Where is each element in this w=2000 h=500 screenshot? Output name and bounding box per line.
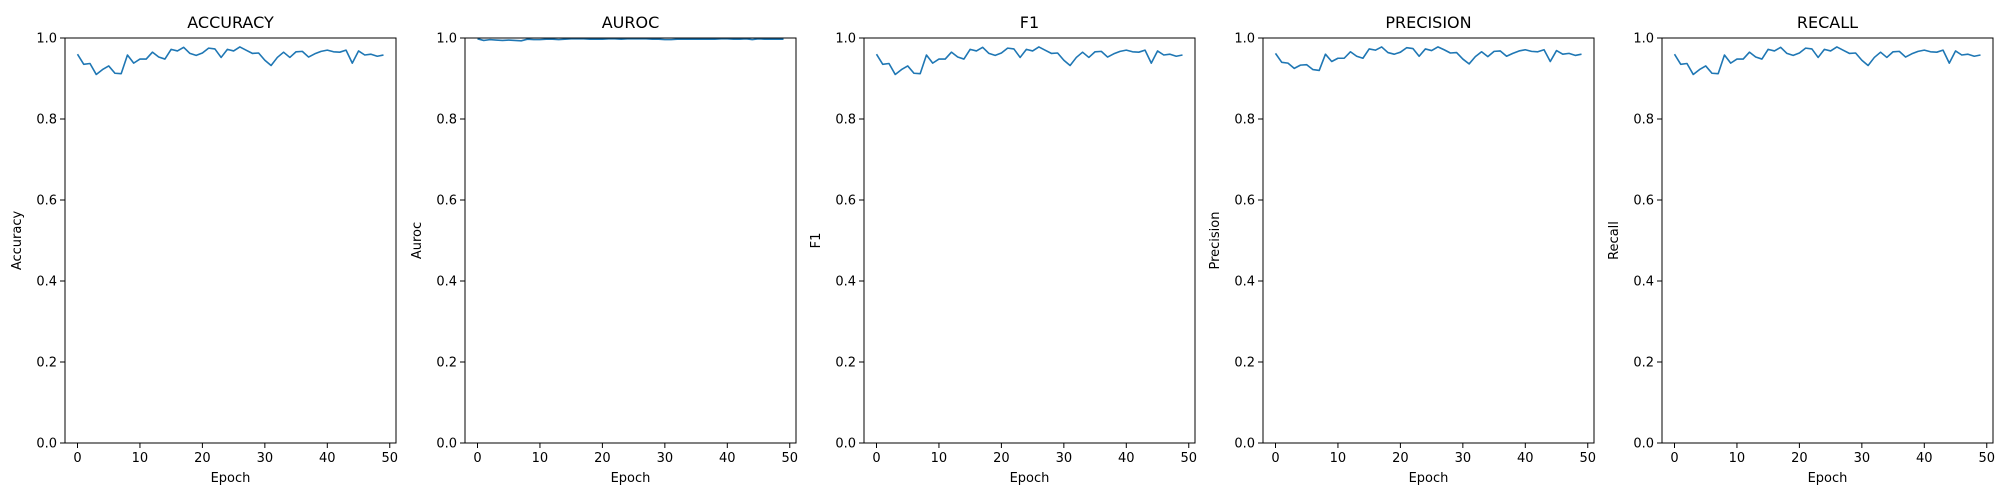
precision-xtick-label: 30	[1455, 451, 1472, 466]
auroc-series-line	[477, 38, 784, 42]
precision-plot-frame	[1262, 37, 1595, 444]
accuracy-ytick-label: 0.4	[36, 275, 57, 290]
panel-precision: 0.0 0.2 0.4 0.6 0.8 1.0 0 10 20 30 40 50 PRECISION Ep…	[1208, 13, 1596, 486]
recall-chart-title: RECALL	[1797, 13, 1858, 32]
accuracy-ytick-label: 0.0	[36, 437, 57, 452]
precision-xtick-label: 10	[1330, 451, 1347, 466]
recall-xtick-label: 10	[1729, 451, 1746, 466]
recall-xtick-label: 20	[1791, 451, 1808, 466]
accuracy-y-axis-label: Accuracy	[10, 211, 25, 271]
auroc-ytick-label: 0.6	[436, 194, 457, 209]
accuracy-ytick-label: 0.8	[36, 113, 57, 128]
precision-xtick-label: 40	[1517, 451, 1534, 466]
auroc-xtick-label: 40	[719, 451, 736, 466]
precision-xtick-label: 20	[1392, 451, 1409, 466]
recall-ytick-label: 0.0	[1633, 437, 1654, 452]
f1-plot-frame	[863, 37, 1196, 444]
recall-ytick-label: 0.6	[1633, 194, 1654, 209]
auroc-ytick-label: 0.0	[436, 437, 457, 452]
accuracy-xtick-label: 40	[319, 451, 336, 466]
recall-ytick-label: 1.0	[1633, 32, 1654, 47]
accuracy-xtick-label: 30	[257, 451, 274, 466]
f1-ytick-label: 0.2	[835, 356, 856, 371]
f1-xtick-label: 20	[993, 451, 1010, 466]
precision-ytick-label: 0.6	[1234, 194, 1255, 209]
recall-series-line	[1673, 46, 1981, 76]
auroc-x-axis-label: Epoch	[611, 471, 651, 486]
f1-y-axis-label: F1	[809, 233, 824, 249]
f1-ytick-label: 0.8	[835, 113, 856, 128]
f1-ytick-label: 0.6	[835, 194, 856, 209]
panel-f1: 0.0 0.2 0.4 0.6 0.8 1.0 0 10 20 30 40 50 F1 Epoch F1	[809, 13, 1197, 486]
auroc-xtick-label: 30	[657, 451, 674, 466]
f1-x-axis-label: Epoch	[1010, 471, 1050, 486]
accuracy-xtick-label: 0	[73, 451, 81, 466]
recall-plot-frame	[1661, 37, 1994, 444]
f1-ytick-label: 1.0	[835, 32, 856, 47]
accuracy-ytick-label: 0.6	[36, 194, 57, 209]
accuracy-x-axis-label: Epoch	[211, 471, 251, 486]
recall-xtick-label: 50	[1978, 451, 1995, 466]
accuracy-chart-title: ACCURACY	[187, 13, 274, 32]
precision-xtick-label: 50	[1579, 451, 1596, 466]
accuracy-ytick-label: 0.2	[36, 356, 57, 371]
accuracy-xtick-label: 10	[132, 451, 149, 466]
auroc-chart-title: AUROC	[602, 13, 660, 32]
f1-series-line	[875, 46, 1183, 76]
recall-y-axis-label: Recall	[1607, 221, 1622, 260]
panel-accuracy: 0.0 0.2 0.4 0.6 0.8 1.0 0 10 20 30 40 50 ACCURACY Epo…	[10, 13, 398, 486]
auroc-xtick-label: 20	[594, 451, 611, 466]
precision-y-axis-label: Precision	[1208, 211, 1223, 269]
accuracy-ytick-label: 1.0	[36, 32, 57, 47]
precision-ytick-label: 0.0	[1234, 437, 1255, 452]
f1-xtick-label: 10	[931, 451, 948, 466]
auroc-ytick-label: 0.8	[436, 113, 457, 128]
precision-chart-title: PRECISION	[1385, 13, 1471, 32]
precision-x-axis-label: Epoch	[1409, 471, 1449, 486]
auroc-ytick-label: 0.2	[436, 356, 457, 371]
recall-ytick-label: 0.8	[1633, 113, 1654, 128]
auroc-ytick-label: 1.0	[436, 32, 457, 47]
f1-ytick-label: 0.0	[835, 437, 856, 452]
recall-ytick-label: 0.4	[1633, 275, 1654, 290]
precision-ytick-label: 0.2	[1234, 356, 1255, 371]
f1-chart-title: F1	[1020, 13, 1039, 32]
auroc-ytick-label: 0.4	[436, 275, 457, 290]
auroc-y-axis-label: Auroc	[410, 222, 425, 259]
panel-recall: 0.0 0.2 0.4 0.6 0.8 1.0 0 10 20 30 40 50 RECALL Epoch…	[1607, 13, 1995, 486]
f1-xtick-label: 50	[1180, 451, 1197, 466]
accuracy-series-line	[76, 46, 384, 76]
recall-xtick-label: 40	[1916, 451, 1933, 466]
auroc-plot-frame	[464, 37, 797, 444]
f1-xtick-label: 0	[872, 451, 880, 466]
f1-ytick-label: 0.4	[835, 275, 856, 290]
accuracy-plot-frame	[64, 37, 397, 444]
precision-ytick-label: 0.8	[1234, 113, 1255, 128]
panel-auroc: 0.0 0.2 0.4 0.6 0.8 1.0 0 10 20 30 40 50 AUROC Epoch A…	[410, 13, 798, 486]
accuracy-xtick-label: 20	[194, 451, 211, 466]
f1-xtick-label: 30	[1056, 451, 1073, 466]
f1-xtick-label: 40	[1118, 451, 1135, 466]
precision-xtick-label: 0	[1271, 451, 1279, 466]
precision-ytick-label: 0.4	[1234, 275, 1255, 290]
auroc-xtick-label: 0	[473, 451, 481, 466]
precision-series-line	[1274, 46, 1582, 72]
recall-xtick-label: 0	[1670, 451, 1678, 466]
accuracy-xtick-label: 50	[381, 451, 398, 466]
precision-ytick-label: 1.0	[1234, 32, 1255, 47]
recall-xtick-label: 30	[1854, 451, 1871, 466]
recall-x-axis-label: Epoch	[1808, 471, 1848, 486]
auroc-xtick-label: 10	[532, 451, 549, 466]
recall-ytick-label: 0.2	[1633, 356, 1654, 371]
auroc-xtick-label: 50	[781, 451, 798, 466]
